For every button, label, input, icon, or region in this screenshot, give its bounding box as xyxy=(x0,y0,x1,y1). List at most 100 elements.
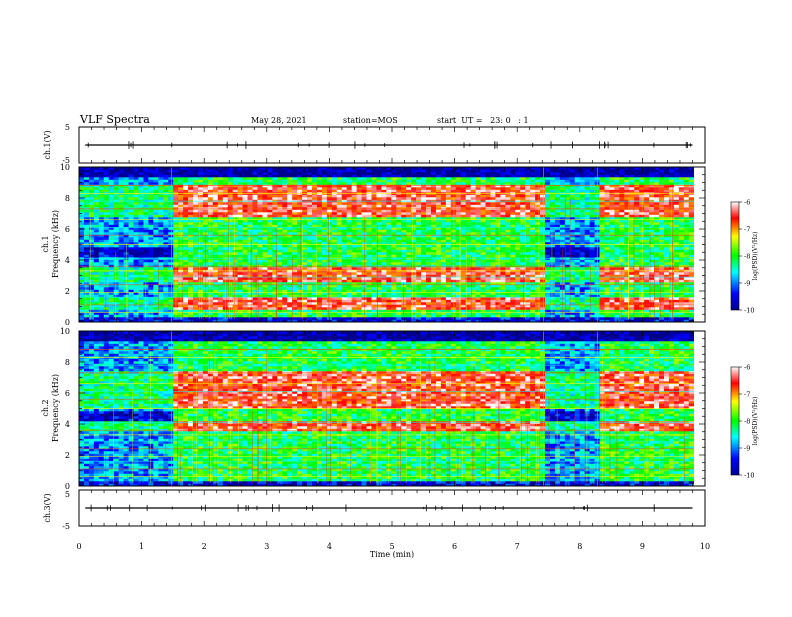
spectrogram-cell xyxy=(83,179,90,183)
spectrogram-cell xyxy=(391,209,397,213)
spectrogram-cell xyxy=(302,179,308,183)
spectrogram-cell xyxy=(237,262,243,265)
spectrogram-cell xyxy=(316,282,323,285)
spectrogram-cell xyxy=(386,182,392,185)
spectrogram-cell xyxy=(277,177,283,180)
spectrogram-cell xyxy=(237,237,243,240)
spectrogram-cell xyxy=(143,304,149,308)
spectrogram-cell xyxy=(133,177,139,180)
spectrogram-cell xyxy=(168,292,174,295)
spectrogram-cell xyxy=(163,292,169,295)
spectrogram-cell xyxy=(128,279,134,283)
spectrogram-cell xyxy=(351,314,357,318)
spectrogram-cell xyxy=(183,274,189,278)
spectrogram-cell xyxy=(356,287,362,290)
spectrogram-cell xyxy=(93,289,100,293)
spectrogram-cell xyxy=(341,217,348,220)
spectrogram-cell xyxy=(207,267,214,270)
spectrogram-cell xyxy=(450,239,457,243)
spectrogram-cell xyxy=(401,229,407,233)
spectrogram-cell xyxy=(336,182,343,185)
spectrogram-cell xyxy=(366,287,372,290)
spectrogram-cell xyxy=(93,214,100,218)
spectrogram-cell xyxy=(445,177,452,180)
spectrogram-cell xyxy=(450,224,457,228)
spectrogram-cell xyxy=(376,252,382,255)
spectrogram-cell xyxy=(346,274,352,278)
spectrogram-cell xyxy=(128,297,134,300)
spectrogram-cell xyxy=(371,244,377,248)
spectrogram-cell xyxy=(401,259,407,263)
spectrogram-cell xyxy=(98,319,105,323)
spectrogram-cell xyxy=(341,244,348,248)
spectrogram-cell xyxy=(267,217,273,220)
spectrogram-cell xyxy=(227,234,233,238)
spectrogram-cell xyxy=(406,304,412,308)
spectrogram-cell xyxy=(277,254,283,258)
spectrogram-cell xyxy=(440,209,447,213)
spectrogram-cell xyxy=(93,297,100,300)
spectrogram-cell xyxy=(232,262,238,265)
spectrogram-cell xyxy=(267,267,273,270)
spectrogram-cell xyxy=(406,174,412,178)
spectrogram-cell xyxy=(426,244,432,248)
spectrogram-cell xyxy=(118,237,124,240)
spectrogram-cell xyxy=(88,174,95,178)
spectrogram-cell xyxy=(406,197,412,200)
spectrogram-cell xyxy=(445,259,452,263)
spectrogram-cell xyxy=(445,187,452,190)
spectrogram-cell xyxy=(460,314,466,318)
spectrogram-cell xyxy=(336,202,343,205)
spectrogram-cell xyxy=(257,309,263,313)
spectrogram-cell xyxy=(277,172,283,175)
spectrogram-cell xyxy=(193,287,199,290)
spectrogram-cell xyxy=(371,167,377,170)
spectrogram-cell xyxy=(148,244,154,248)
spectrogram-cell xyxy=(346,259,352,263)
spectrogram-cell xyxy=(416,307,422,310)
spectrogram-cell xyxy=(103,167,110,170)
spectrogram-cell xyxy=(465,179,471,183)
spectrogram-cell xyxy=(465,282,471,285)
spectrogram-cell xyxy=(440,282,447,285)
spectrogram-cell xyxy=(242,232,248,235)
spectrogram-cell xyxy=(346,242,352,245)
spectrogram-cell xyxy=(450,232,457,235)
spectrogram-cell xyxy=(312,194,318,198)
spectrogram-cell xyxy=(381,262,387,265)
spectrogram-cell xyxy=(396,274,402,278)
spectrogram-cell xyxy=(426,174,432,178)
spectrogram-cell xyxy=(416,294,422,298)
spectrogram-cell xyxy=(470,229,476,233)
spectrogram-cell xyxy=(282,222,288,225)
spectrogram-cell xyxy=(331,177,338,180)
spectrogram-cell xyxy=(143,177,149,180)
spectrogram-cell xyxy=(475,254,481,258)
spectrogram-cell xyxy=(202,169,209,173)
spectrogram-cell xyxy=(336,212,343,215)
spectrogram-cell xyxy=(316,259,323,263)
spectrogram-cell xyxy=(178,172,184,175)
spectrogram-cell xyxy=(470,304,476,308)
spectrogram-cell xyxy=(336,169,343,173)
spectrogram-cell xyxy=(168,249,174,253)
spectrogram-cell xyxy=(197,287,204,290)
spectrogram-cell xyxy=(455,182,462,185)
spectrogram-cell xyxy=(257,282,263,285)
spectrogram-cell xyxy=(79,287,85,290)
spectrogram-cell xyxy=(242,249,248,253)
spectrogram-cell xyxy=(98,267,105,270)
spectrogram-cell xyxy=(93,254,100,258)
spectrogram-cell xyxy=(411,217,417,220)
spectrogram-cell xyxy=(435,229,442,233)
spectrogram-cell xyxy=(148,179,154,183)
spectrogram-cell xyxy=(356,267,362,270)
spectrogram-cell xyxy=(277,194,283,198)
spectrogram-cell xyxy=(351,309,357,313)
spectrogram-cell xyxy=(416,169,422,173)
spectrogram-cell xyxy=(83,234,90,238)
spectrogram-cell xyxy=(411,229,417,233)
spectrogram-cell xyxy=(302,169,308,173)
spectrogram-cell xyxy=(316,299,323,303)
spectrogram-cell xyxy=(227,309,233,313)
